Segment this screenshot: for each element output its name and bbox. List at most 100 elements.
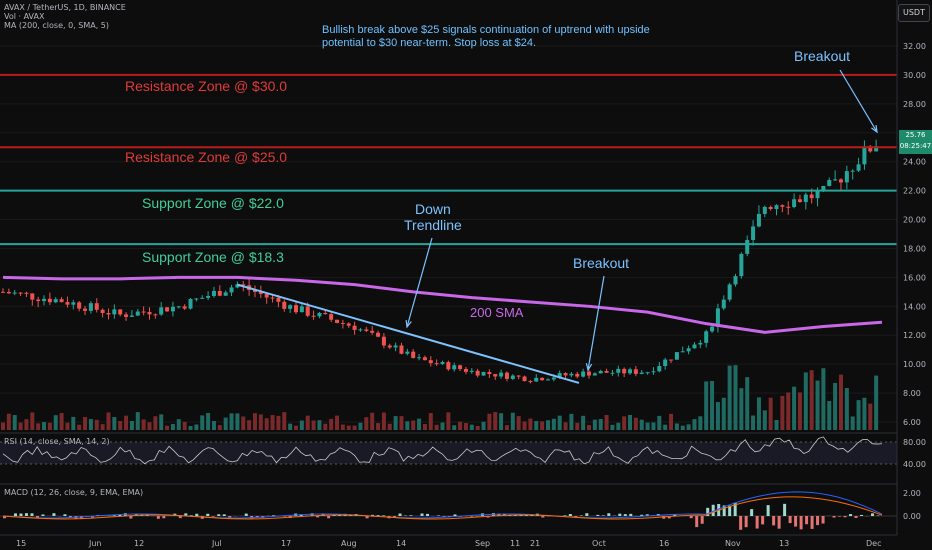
candle-body bbox=[493, 374, 498, 377]
macd-histogram-bar bbox=[695, 516, 699, 528]
volume-bar bbox=[674, 423, 679, 430]
macd-histogram-bar bbox=[673, 514, 677, 516]
candle-body bbox=[305, 306, 310, 316]
macd-histogram-bar bbox=[453, 514, 457, 516]
time-tick-label: Oct bbox=[592, 539, 606, 548]
macd-histogram-bar bbox=[711, 504, 715, 516]
volume-bar bbox=[118, 420, 123, 430]
volume-bar bbox=[346, 425, 351, 430]
candle-body bbox=[721, 299, 726, 309]
ma-legend: MA (200, close, 0, SMA, 5) bbox=[4, 21, 110, 30]
macd-histogram-bar bbox=[178, 516, 182, 519]
volume-bar bbox=[821, 368, 826, 430]
candle-body bbox=[628, 369, 633, 374]
macd-histogram-bar bbox=[244, 513, 248, 516]
volume-bar bbox=[24, 419, 29, 430]
time-tick-label: Nov bbox=[725, 539, 741, 548]
candlesticks bbox=[1, 139, 879, 384]
macd-histogram-bar bbox=[228, 516, 232, 518]
macd-histogram-bar bbox=[332, 515, 336, 516]
macd-histogram-bar bbox=[41, 514, 45, 516]
price-tick-label: 28.00 bbox=[903, 100, 926, 109]
candle-body bbox=[710, 326, 715, 332]
candle-body bbox=[405, 351, 410, 354]
volume-bar bbox=[124, 415, 129, 430]
candle-body bbox=[504, 372, 509, 379]
currency-button[interactable]: USDT bbox=[898, 4, 930, 22]
candle-body bbox=[475, 370, 480, 376]
candle-body bbox=[803, 194, 808, 203]
candle-body bbox=[329, 314, 334, 320]
macd-histogram-bar bbox=[766, 505, 770, 516]
volume-bar bbox=[370, 412, 375, 430]
macd-tick-label: 0.00 bbox=[903, 512, 921, 521]
candle-body bbox=[844, 171, 849, 183]
candle-body bbox=[587, 371, 591, 376]
candle-body bbox=[792, 199, 797, 207]
time-tick-label: Aug bbox=[341, 539, 357, 548]
volume-bar bbox=[780, 395, 785, 430]
macd-histogram-bar bbox=[52, 513, 56, 516]
volume-bar bbox=[592, 419, 597, 430]
volume-bar bbox=[768, 397, 773, 430]
candle-body bbox=[557, 373, 562, 378]
volume-bar bbox=[587, 425, 591, 430]
volume-bar bbox=[387, 423, 392, 430]
macd-histogram-bar bbox=[629, 513, 633, 516]
rsi-legend[interactable]: RSI (14, close, SMA, 14, 2) bbox=[4, 437, 110, 446]
volume-bar bbox=[669, 413, 674, 430]
candle-body bbox=[651, 371, 656, 373]
time-tick-label: 12 bbox=[134, 539, 144, 548]
macd-histogram-bar bbox=[728, 505, 732, 516]
symbol-legend[interactable]: AVAX / TetherUS, 1D, BINANCE Vol · AVAX … bbox=[4, 3, 126, 30]
volume-bar bbox=[188, 425, 193, 430]
rsi-line bbox=[2, 436, 883, 465]
price-tick-label: 10.00 bbox=[903, 360, 926, 369]
candle-body bbox=[276, 297, 281, 302]
price-tick-label: 24.00 bbox=[903, 158, 926, 167]
candle-body bbox=[827, 180, 832, 186]
volume-bar bbox=[411, 420, 416, 430]
macd-histogram-bar bbox=[574, 516, 578, 518]
macd-histogram-bar bbox=[68, 516, 72, 518]
breakout-arrow-top-head bbox=[871, 124, 878, 134]
candle-body bbox=[282, 301, 287, 309]
volume-bar bbox=[797, 392, 802, 430]
volume-bar bbox=[264, 418, 269, 430]
candle-body bbox=[452, 365, 457, 370]
macd-histogram-bar bbox=[706, 507, 710, 516]
macd-histogram-bar bbox=[195, 513, 199, 516]
volume-bar bbox=[633, 417, 638, 430]
candle-body bbox=[727, 284, 732, 300]
breakout-arrow-top bbox=[839, 69, 878, 133]
volume-bar bbox=[47, 422, 52, 430]
candle-body bbox=[206, 295, 211, 298]
candle-body bbox=[194, 298, 199, 300]
macd-histogram-bar bbox=[376, 515, 380, 516]
macd-histogram-bar bbox=[420, 513, 424, 516]
volume-bar bbox=[657, 415, 662, 430]
candle-body bbox=[376, 332, 381, 337]
macd-histogram-bar bbox=[739, 516, 743, 530]
candle-body bbox=[135, 311, 140, 316]
macd-histogram-bar bbox=[568, 514, 572, 516]
candle-body bbox=[141, 311, 146, 313]
macd-histogram-bar bbox=[777, 516, 781, 529]
candle-body bbox=[622, 368, 627, 374]
volume-bar bbox=[751, 415, 756, 430]
volume-bar bbox=[458, 421, 463, 430]
volume-bar bbox=[756, 397, 761, 430]
macd-histogram-bar bbox=[645, 514, 649, 516]
time-tick-label: 21 bbox=[530, 539, 540, 548]
candle-body bbox=[252, 289, 257, 293]
volume-bar bbox=[305, 415, 310, 430]
macd-legend[interactable]: MACD (12, 26, close, 9, EMA, EMA) bbox=[4, 488, 144, 497]
volume-bar bbox=[276, 415, 281, 430]
volume-bar bbox=[522, 421, 527, 430]
volume-bar bbox=[53, 415, 58, 430]
volume-bar bbox=[217, 425, 222, 430]
breakout-arrow-mid bbox=[587, 275, 605, 371]
volume-bar bbox=[364, 417, 369, 430]
candle-body bbox=[317, 312, 322, 317]
